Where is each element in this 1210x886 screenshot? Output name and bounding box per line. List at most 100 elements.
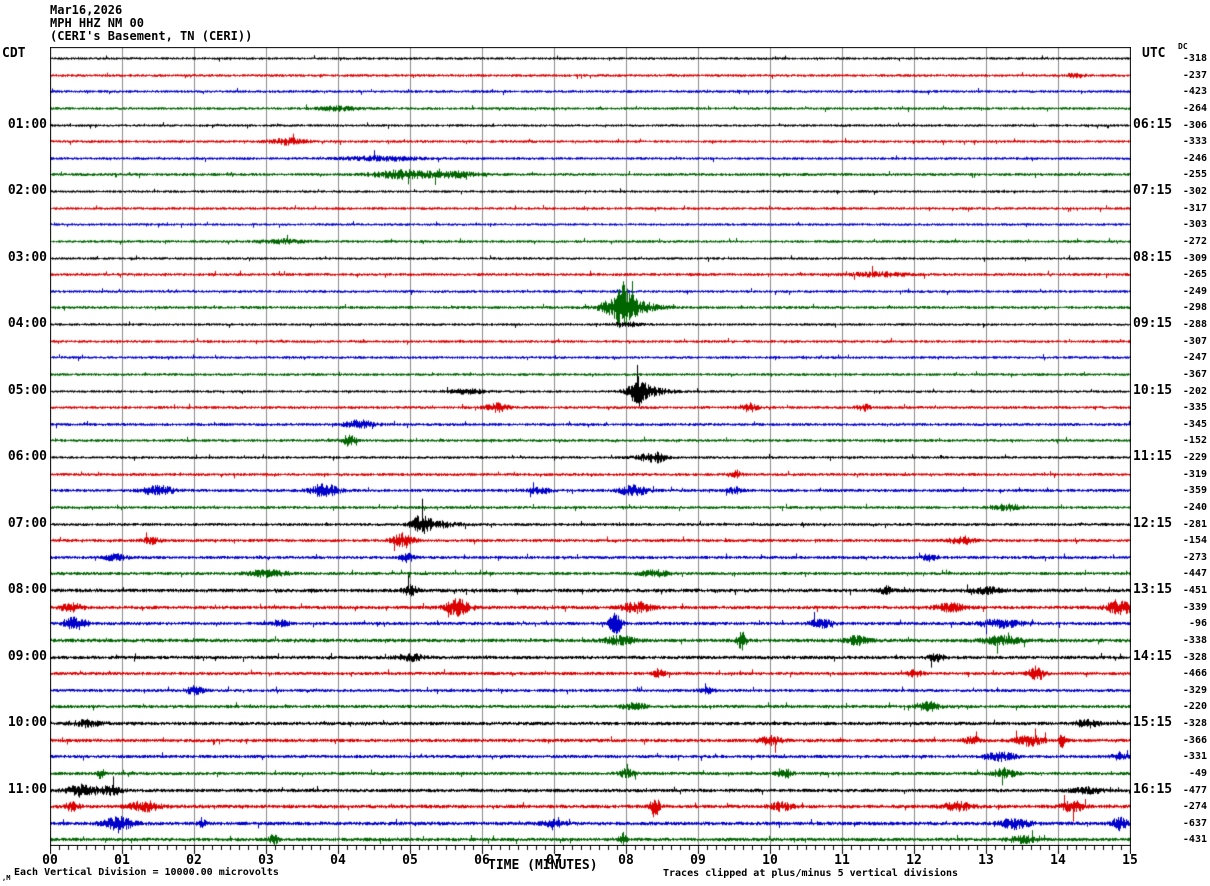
- clip-note: Traces clipped at plus/minus 5 vertical …: [663, 868, 959, 879]
- dc-value: -431: [1182, 834, 1207, 845]
- right-time-label: 15:15: [1133, 715, 1173, 730]
- dc-value: -333: [1182, 136, 1207, 147]
- title-station: MPH HHZ NM 00: [50, 16, 144, 30]
- dc-value: -319: [1182, 469, 1207, 480]
- dc-value: -249: [1182, 286, 1207, 297]
- right-time-label: 14:15: [1133, 649, 1173, 664]
- dc-value: -96: [1188, 618, 1207, 629]
- dc-value: -359: [1182, 485, 1207, 496]
- dc-value: -229: [1182, 452, 1207, 463]
- dc-value: -331: [1182, 751, 1207, 762]
- dc-value: -220: [1182, 701, 1207, 712]
- left-time-label: 05:00: [7, 383, 47, 398]
- left-time-label: 06:00: [7, 449, 47, 464]
- dc-value: -247: [1182, 352, 1207, 363]
- dc-value: -303: [1182, 219, 1207, 230]
- dc-value: -345: [1182, 419, 1207, 430]
- x-tick-label: 02: [186, 853, 202, 868]
- x-axis-title: TIME (MINUTES): [488, 858, 598, 873]
- dc-value: -273: [1182, 552, 1207, 563]
- scale-note: Each Vertical Division = 10000.00 microv…: [14, 867, 279, 878]
- x-tick-label: 07: [546, 853, 562, 868]
- right-time-label: 09:15: [1133, 316, 1173, 331]
- left-time-label: 10:00: [7, 715, 47, 730]
- dc-value: -272: [1182, 236, 1207, 247]
- left-timezone-label: CDT: [2, 46, 26, 61]
- left-time-label: 02:00: [7, 183, 47, 198]
- left-time-label: 03:00: [7, 250, 47, 265]
- seismogram-plot: [50, 47, 1131, 846]
- left-time-label: 07:00: [7, 516, 47, 531]
- dc-value: -240: [1182, 502, 1207, 513]
- x-tick-label: 12: [906, 853, 922, 868]
- dc-value: -466: [1182, 668, 1207, 679]
- x-tick-label: 03: [258, 853, 274, 868]
- title-date: Mar16,2026: [50, 3, 123, 17]
- right-time-label: 12:15: [1133, 516, 1173, 531]
- left-time-label: 09:00: [7, 649, 47, 664]
- x-tick-label: 13: [978, 853, 994, 868]
- right-timezone-label: UTC: [1142, 46, 1166, 61]
- dc-value: -306: [1182, 120, 1207, 131]
- dc-value: -274: [1182, 801, 1207, 812]
- dc-value: -339: [1182, 602, 1207, 613]
- x-tick-label: 11: [834, 853, 850, 868]
- right-time-label: 13:15: [1133, 582, 1173, 597]
- dc-value: -318: [1182, 53, 1207, 64]
- title-block: Mar16,2026 MPH HHZ NM 00 (CERI's Basemen…: [50, 4, 252, 43]
- dc-value: -302: [1182, 186, 1207, 197]
- x-tick-label: 10: [762, 853, 778, 868]
- right-time-label: 16:15: [1133, 782, 1173, 797]
- dc-value: -423: [1182, 86, 1207, 97]
- dc-value: -317: [1182, 203, 1207, 214]
- dc-value: -281: [1182, 519, 1207, 530]
- title-location: (CERI's Basement, TN (CERI)): [50, 29, 253, 43]
- right-time-label: 06:15: [1133, 117, 1173, 132]
- dc-value: -298: [1182, 302, 1207, 313]
- dc-value: -255: [1182, 169, 1207, 180]
- dc-value: -152: [1182, 435, 1207, 446]
- dc-value: -447: [1182, 568, 1207, 579]
- left-time-label: 08:00: [7, 582, 47, 597]
- x-tick-label: 05: [402, 853, 418, 868]
- x-tick-label: 08: [618, 853, 634, 868]
- right-time-label: 07:15: [1133, 183, 1173, 198]
- dc-value: -328: [1182, 718, 1207, 729]
- trace-canvas: [50, 47, 1131, 846]
- x-tick-label: 01: [114, 853, 130, 868]
- x-tick-label: 15: [1122, 853, 1138, 868]
- dc-value: -309: [1182, 253, 1207, 264]
- left-time-label: 04:00: [7, 316, 47, 331]
- left-time-label: 01:00: [7, 117, 47, 132]
- right-time-label: 11:15: [1133, 449, 1173, 464]
- x-axis-ticks: [50, 845, 1131, 856]
- dc-value: -338: [1182, 635, 1207, 646]
- dc-value: -477: [1182, 785, 1207, 796]
- x-tick-label: 04: [330, 853, 346, 868]
- dc-value: -367: [1182, 369, 1207, 380]
- dc-value: -265: [1182, 269, 1207, 280]
- corner-mark: ,M: [2, 874, 11, 882]
- dc-value: -366: [1182, 735, 1207, 746]
- dc-value: -264: [1182, 103, 1207, 114]
- dc-value: -49: [1188, 768, 1207, 779]
- x-tick-label: 14: [1050, 853, 1066, 868]
- x-tick-label: 09: [690, 853, 706, 868]
- x-axis-tick-canvas: [50, 845, 1131, 856]
- dc-value: -202: [1182, 386, 1207, 397]
- x-tick-label: 06: [474, 853, 490, 868]
- x-tick-label: 00: [42, 853, 58, 868]
- dc-value: -328: [1182, 652, 1207, 663]
- dc-value: -237: [1182, 70, 1207, 81]
- dc-value: -154: [1182, 535, 1207, 546]
- dc-value: -335: [1182, 402, 1207, 413]
- dc-value: -329: [1182, 685, 1207, 696]
- dc-value: -246: [1182, 153, 1207, 164]
- right-time-label: 10:15: [1133, 383, 1173, 398]
- dc-value: -288: [1182, 319, 1207, 330]
- dc-value: -637: [1182, 818, 1207, 829]
- dc-value: -451: [1182, 585, 1207, 596]
- dc-value: -307: [1182, 336, 1207, 347]
- dc-column-header: DC: [1178, 42, 1188, 51]
